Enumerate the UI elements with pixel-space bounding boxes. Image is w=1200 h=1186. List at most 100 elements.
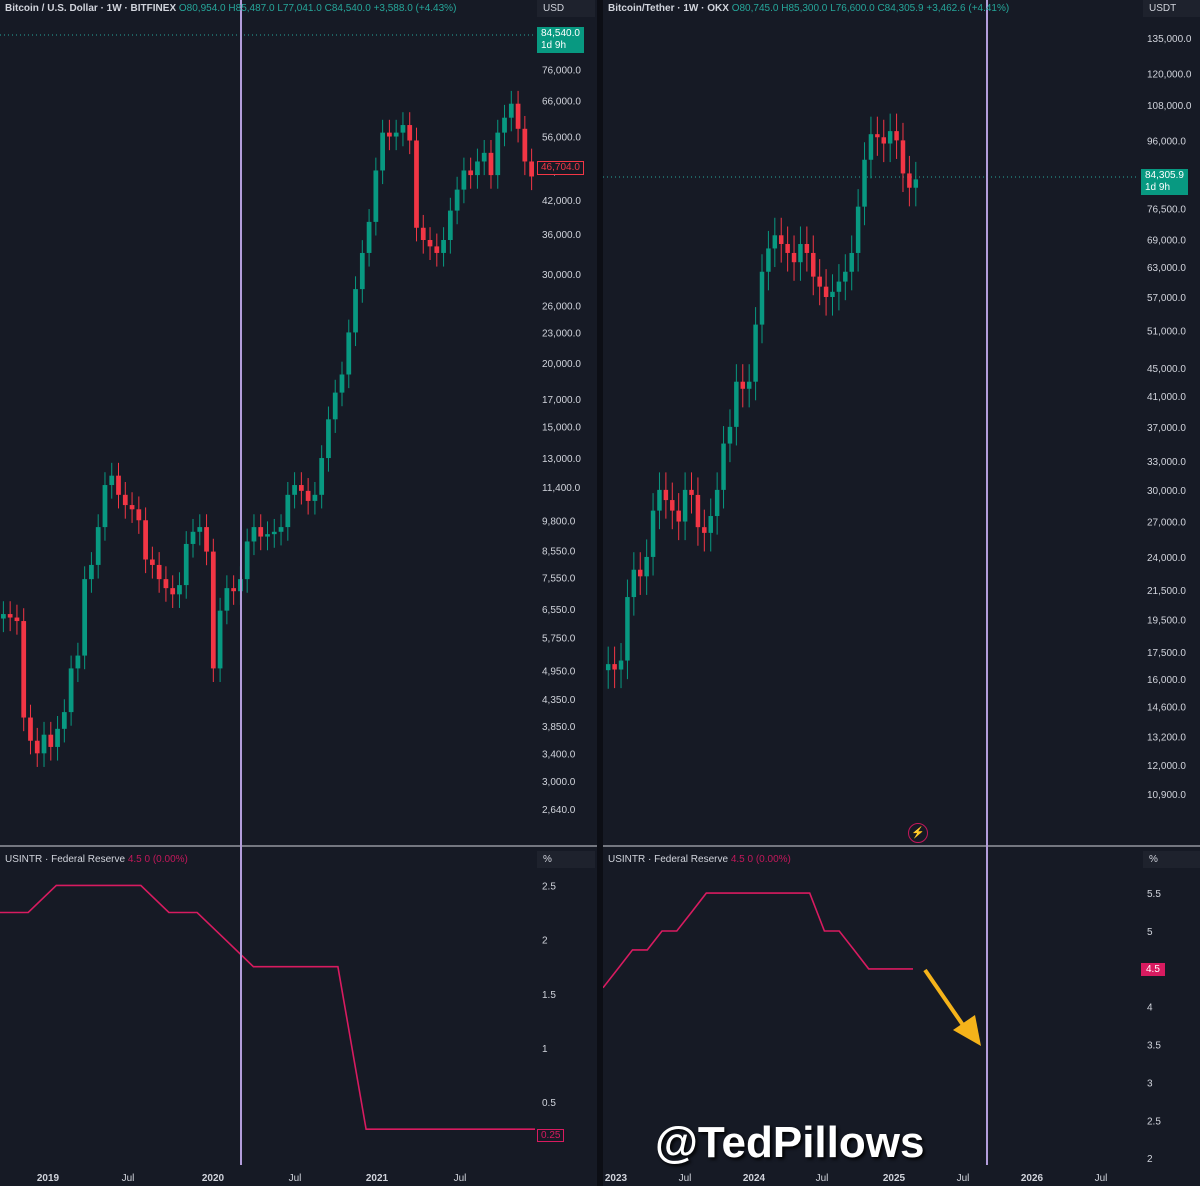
right-ind-y-tick: 5 (1147, 927, 1153, 938)
right-candle (618, 660, 624, 670)
left-candle (292, 485, 297, 495)
left-ind-y-tick: 1 (542, 1044, 548, 1055)
right-y-tick: 24,000.0 (1147, 553, 1186, 564)
left-candle (258, 527, 264, 537)
left-marker-price: 46,704.0 (537, 161, 584, 175)
left-close: C84,540.0 (324, 3, 371, 14)
left-y-tick: 56,000.0 (542, 133, 581, 144)
left-y-tick: 9,800.0 (542, 516, 576, 527)
left-candle (204, 527, 209, 552)
left-x-tick: Jul (122, 1173, 135, 1184)
left-x-tick: Jul (289, 1173, 302, 1184)
left-candle (529, 161, 534, 177)
left-currency-label[interactable]: USD (537, 0, 595, 17)
right-last-price: 84,305.9 (1145, 170, 1184, 181)
left-candle (183, 543, 189, 586)
right-open: O80,745.0 (731, 3, 779, 14)
left-y-tick: 23,000.0 (542, 328, 581, 339)
left-candle (251, 527, 257, 542)
left-candle (68, 668, 74, 713)
left-candle (380, 132, 385, 171)
right-candle (817, 276, 822, 287)
left-countdown: 1d 9h (541, 40, 567, 51)
right-candle (804, 243, 810, 253)
left-candle (109, 475, 115, 486)
right-candle (811, 252, 816, 277)
right-y-tick: 16,000.0 (1147, 675, 1186, 686)
right-candle (689, 489, 694, 495)
right-ind-y-tick: 2 (1147, 1154, 1153, 1165)
right-candle (746, 381, 752, 389)
right-y-tick: 57,000.0 (1147, 293, 1186, 304)
left-candle (82, 579, 88, 656)
right-currency-label[interactable]: USDT (1143, 0, 1200, 17)
watermark-handle: @TedPillows (655, 1118, 925, 1167)
left-candle (434, 246, 440, 253)
right-y-tick: 10,900.0 (1147, 790, 1186, 801)
right-chart-panel[interactable]: 135,000.0 120,000.0 108,000.0 96,000.0 76,50… (603, 0, 1200, 1186)
right-candle (868, 134, 874, 160)
right-candle (682, 489, 688, 522)
right-y-tick: 27,000.0 (1147, 518, 1186, 529)
left-candle (387, 132, 392, 137)
right-candle (605, 664, 611, 671)
left-candle (89, 564, 94, 580)
left-candle (116, 475, 121, 495)
left-candle (7, 614, 13, 618)
left-candle (231, 588, 237, 592)
right-candle (753, 324, 758, 382)
right-indicator-unit[interactable]: % (1143, 851, 1200, 868)
right-chart-svg[interactable]: 135,000.0 120,000.0 108,000.0 96,000.0 76,50… (603, 0, 1200, 1186)
right-candle (887, 131, 893, 144)
right-candle (734, 381, 739, 427)
right-candle (785, 243, 790, 253)
right-y-tick: 33,000.0 (1147, 457, 1186, 468)
left-candle (217, 610, 223, 669)
left-candle (407, 125, 413, 141)
left-chart-panel[interactable]: 76,000.066,000.056,000.048,000.042,000.0… (0, 0, 597, 1186)
left-candle (454, 189, 460, 211)
left-candle (481, 152, 487, 162)
right-ind-y-tick: 5.5 (1147, 889, 1161, 900)
right-y-tick: 12,000.0 (1147, 761, 1186, 772)
right-y-tick: 96,000.0 (1147, 136, 1186, 147)
right-candle (913, 179, 919, 188)
right-candle (823, 286, 829, 298)
left-y-tick: 4,950.0 (542, 667, 576, 678)
right-candle (766, 248, 771, 272)
left-y-tick: 20,000.0 (542, 359, 581, 370)
left-ind-y-tick: 2 (542, 936, 548, 947)
left-candle (129, 505, 135, 510)
left-candle (427, 240, 433, 247)
left-candle (61, 712, 67, 729)
left-x-tick: Jul (454, 1173, 467, 1184)
right-y-tick: 41,000.0 (1147, 392, 1186, 403)
right-ind-y-tick: 4 (1147, 1003, 1153, 1014)
left-candle (420, 227, 426, 241)
right-x-tick: Jul (679, 1173, 692, 1184)
left-symbol: Bitcoin / U.S. Dollar · 1W · BITFINEX (5, 3, 177, 14)
lightning-icon[interactable]: ⚡ (908, 823, 928, 843)
right-y-tick: 19,500.0 (1147, 615, 1186, 626)
right-candle (836, 281, 842, 292)
left-ind-y-tick: 1.5 (542, 990, 556, 1001)
right-y-tick: 21,500.0 (1147, 586, 1186, 597)
left-candle (366, 221, 372, 253)
left-candle (55, 728, 60, 747)
left-y-tick: 66,000.0 (542, 96, 581, 107)
right-candle (714, 489, 720, 517)
left-y-tick: 11,400.0 (542, 483, 581, 494)
left-indicator-unit[interactable]: % (537, 851, 595, 868)
left-ind-y-tick: 0.5 (542, 1098, 556, 1109)
left-y-tick: 36,000.0 (542, 230, 581, 241)
right-close: C84,305.9 (877, 3, 924, 14)
left-indicator-last: 0.25 (537, 1129, 565, 1142)
left-candle (332, 392, 338, 420)
left-candle (515, 103, 521, 129)
left-candle (265, 534, 270, 537)
left-chart-svg[interactable]: 76,000.066,000.056,000.048,000.042,000.0… (0, 0, 597, 1186)
right-candle (894, 131, 899, 141)
left-candle (298, 485, 304, 491)
right-candle (778, 235, 784, 244)
right-candle (638, 569, 643, 577)
